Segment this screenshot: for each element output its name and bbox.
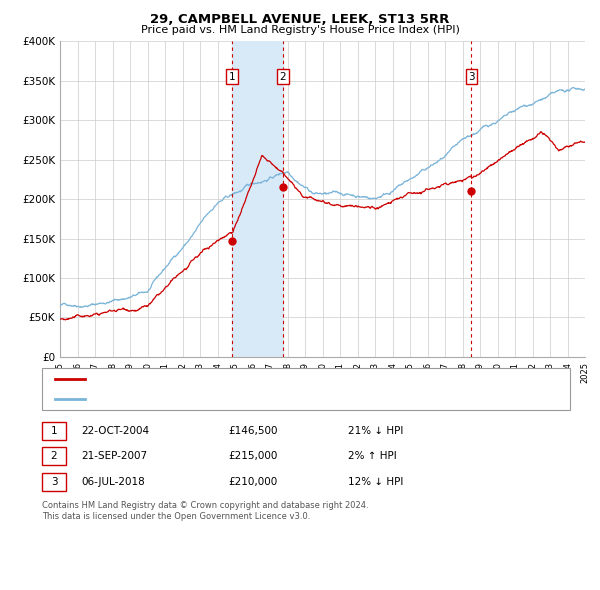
Text: 1: 1 (229, 72, 235, 82)
Text: 2% ↑ HPI: 2% ↑ HPI (348, 451, 397, 461)
Text: HPI: Average price, detached house, Staffordshire Moorlands: HPI: Average price, detached house, Staf… (92, 394, 389, 404)
Text: 29, CAMPBELL AVENUE, LEEK, ST13 5RR: 29, CAMPBELL AVENUE, LEEK, ST13 5RR (151, 13, 449, 26)
Text: Price paid vs. HM Land Registry's House Price Index (HPI): Price paid vs. HM Land Registry's House … (140, 25, 460, 35)
Text: 3: 3 (468, 72, 475, 82)
Text: 22-OCT-2004: 22-OCT-2004 (81, 426, 149, 435)
Text: 1: 1 (50, 426, 58, 435)
Text: £215,000: £215,000 (228, 451, 277, 461)
Text: 2: 2 (50, 451, 58, 461)
Bar (232, 41, 283, 357)
Text: 12% ↓ HPI: 12% ↓ HPI (348, 477, 403, 487)
Text: 06-JUL-2018: 06-JUL-2018 (81, 477, 145, 487)
Text: 3: 3 (50, 477, 58, 487)
Text: £146,500: £146,500 (228, 426, 277, 435)
Text: 21-SEP-2007: 21-SEP-2007 (81, 451, 147, 461)
Text: 29, CAMPBELL AVENUE, LEEK, ST13 5RR (detached house): 29, CAMPBELL AVENUE, LEEK, ST13 5RR (det… (92, 375, 379, 385)
Text: 2: 2 (279, 72, 286, 82)
Text: Contains HM Land Registry data © Crown copyright and database right 2024.
This d: Contains HM Land Registry data © Crown c… (42, 502, 368, 521)
Text: 21% ↓ HPI: 21% ↓ HPI (348, 426, 403, 435)
Text: £210,000: £210,000 (228, 477, 277, 487)
